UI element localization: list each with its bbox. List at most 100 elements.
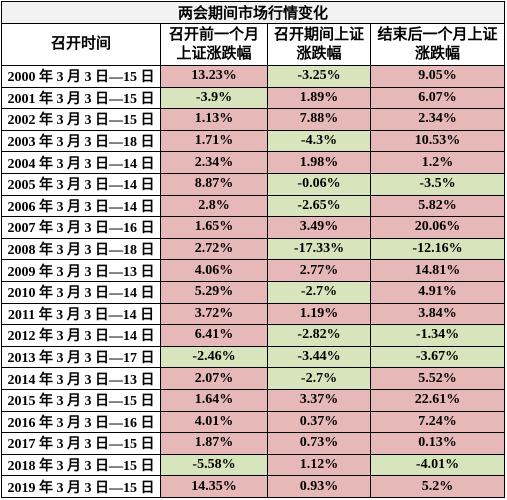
change-cell: 2.72%	[160, 237, 268, 261]
change-cell: 0.73%	[267, 432, 371, 455]
change-cell: 2.07%	[160, 367, 268, 390]
change-cell: -3.67%	[369, 345, 506, 369]
header-cell: 召开时间	[1, 23, 161, 66]
data-row: 2009 年 3 月 3 日—13 日 4.06% 2.77% 14.81%	[1, 259, 506, 282]
data-row: 2013 年 3 月 3 日—17 日 -2.46% -3.44% -3.67%	[1, 345, 506, 369]
change-cell: 4.01%	[160, 410, 268, 434]
change-cell: 4.06%	[160, 259, 268, 282]
header-cell: 结束后一个月上证 涨跌幅	[369, 23, 506, 66]
change-cell: -2.65%	[267, 194, 371, 218]
change-cell: 2.8%	[160, 194, 268, 218]
change-cell: 1.65%	[160, 216, 268, 239]
date-cell: 2014 年 3 月 3 日—13 日	[1, 367, 161, 390]
date-cell: 2006 年 3 月 3 日—14 日	[1, 194, 161, 218]
data-row: 2019 年 3 月 3 日—15 日 14.35% 0.93% 5.2%	[1, 475, 506, 498]
date-cell: 2012 年 3 月 3 日—14 日	[1, 324, 161, 347]
date-cell: 2017 年 3 月 3 日—15 日	[1, 432, 161, 455]
data-row: 2003 年 3 月 3 日—18 日 1.71% -4.3% 10.53%	[1, 129, 506, 153]
change-cell: -5.58%	[160, 453, 268, 477]
change-cell: 20.06%	[369, 216, 506, 239]
change-cell: 10.53%	[369, 129, 506, 153]
date-cell: 2008 年 3 月 3 日—18 日	[1, 237, 161, 261]
change-cell: 0.37%	[267, 410, 371, 434]
data-row: 2007 年 3 月 3 日—16 日 1.65% 3.49% 20.06%	[1, 216, 506, 239]
change-cell: 0.93%	[267, 475, 371, 498]
header-line: 召开时间	[50, 36, 111, 52]
change-cell: 13.23%	[160, 65, 268, 88]
data-row: 2016 年 3 月 3 日—16 日 4.01% 0.37% 7.24%	[1, 410, 506, 434]
change-cell: 3.49%	[267, 216, 371, 239]
change-cell: 0.13%	[369, 432, 506, 455]
header-line: 上证涨跌幅	[176, 45, 252, 62]
header-cell: 召开期间上证 涨跌幅	[267, 23, 371, 66]
change-cell: 1.89%	[267, 86, 371, 110]
change-cell: -3.5%	[369, 172, 506, 196]
header-line: 涨跌幅	[415, 45, 461, 62]
data-row: 2014 年 3 月 3 日—13 日 2.07% -2.7% 5.52%	[1, 367, 506, 390]
change-cell: 4.91%	[369, 280, 506, 304]
change-cell: 5.2%	[369, 475, 506, 498]
change-cell: 5.29%	[160, 280, 268, 304]
data-row: 2005 年 3 月 3 日—14 日 8.87% -0.06% -3.5%	[1, 172, 506, 196]
date-cell: 2009 年 3 月 3 日—13 日	[1, 259, 161, 282]
change-cell: 1.13%	[160, 108, 268, 131]
change-cell: 6.07%	[369, 86, 506, 110]
data-row: 2008 年 3 月 3 日—18 日 2.72% -17.33% -12.16%	[1, 237, 506, 261]
change-cell: -4.3%	[267, 129, 371, 153]
change-cell: 14.81%	[369, 259, 506, 282]
change-cell: -2.82%	[267, 324, 371, 347]
header-line: 结束后一个月上证	[377, 26, 498, 43]
data-row: 2010 年 3 月 3 日—14 日 5.29% -2.7% 4.91%	[1, 280, 506, 304]
date-cell: 2013 年 3 月 3 日—17 日	[1, 345, 161, 369]
data-row: 2012 年 3 月 3 日—14 日 6.41% -2.82% -1.34%	[1, 324, 506, 347]
date-cell: 2001 年 3 月 3 日—15 日	[1, 86, 161, 110]
change-cell: 7.24%	[369, 410, 506, 434]
date-cell: 2004 年 3 月 3 日—14 日	[1, 151, 161, 174]
date-cell: 2010 年 3 月 3 日—14 日	[1, 280, 161, 304]
data-row: 2000 年 3 月 3 日—15 日 13.23% -3.25% 9.05%	[1, 65, 506, 88]
change-cell: 1.71%	[160, 129, 268, 153]
change-cell: 1.64%	[160, 388, 268, 412]
change-cell: 1.12%	[267, 453, 371, 477]
date-cell: 2018 年 3 月 3 日—15 日	[1, 453, 161, 477]
change-cell: 9.05%	[369, 65, 506, 88]
date-cell: 2007 年 3 月 3 日—16 日	[1, 216, 161, 239]
change-cell: -3.25%	[267, 65, 371, 88]
change-cell: 8.87%	[160, 172, 268, 196]
data-row: 2015 年 3 月 3 日—15 日 1.64% 3.37% 22.61%	[1, 388, 506, 412]
date-cell: 2000 年 3 月 3 日—15 日	[1, 65, 161, 88]
header-line: 召开前一个月	[168, 26, 259, 43]
date-cell: 2011 年 3 月 3 日—14 日	[1, 302, 161, 326]
change-cell: -3.9%	[160, 86, 268, 110]
change-cell: -0.06%	[267, 172, 371, 196]
change-cell: -2.46%	[160, 345, 268, 369]
date-cell: 2003 年 3 月 3 日—18 日	[1, 129, 161, 153]
change-cell: -4.01%	[369, 453, 506, 477]
header-line: 涨跌幅	[296, 45, 342, 62]
change-cell: 1.98%	[267, 151, 371, 174]
data-row: 2011 年 3 月 3 日—14 日 3.72% 1.19% 3.84%	[1, 302, 506, 326]
change-cell: 2.77%	[267, 259, 371, 282]
table-title: 两会期间市场行情变化	[0, 1, 506, 24]
header-row: 召开时间 召开前一个月 上证涨跌幅 召开期间上证 涨跌幅 结束后一个月上证 涨跌幅	[1, 23, 506, 66]
change-cell: 3.84%	[369, 302, 506, 326]
change-cell: -17.33%	[267, 237, 371, 261]
change-cell: 1.87%	[160, 432, 268, 455]
change-cell: 5.52%	[369, 367, 506, 390]
change-cell: -1.34%	[369, 324, 506, 347]
data-row: 2017 年 3 月 3 日—15 日 1.87% 0.73% 0.13%	[1, 432, 506, 455]
change-cell: 22.61%	[369, 388, 506, 412]
change-cell: -2.7%	[267, 280, 371, 304]
change-cell: 14.35%	[160, 475, 268, 498]
change-cell: -3.44%	[267, 345, 371, 369]
data-row: 2006 年 3 月 3 日—14 日 2.8% -2.65% 5.82%	[1, 194, 506, 218]
data-row: 2004 年 3 月 3 日—14 日 2.34% 1.98% 1.2%	[1, 151, 506, 174]
header-line: 召开期间上证	[273, 26, 364, 43]
change-cell: -12.16%	[369, 237, 506, 261]
change-cell: -2.7%	[267, 367, 371, 390]
change-cell: 2.34%	[160, 151, 268, 174]
change-cell: 3.37%	[267, 388, 371, 412]
change-cell: 1.2%	[369, 151, 506, 174]
